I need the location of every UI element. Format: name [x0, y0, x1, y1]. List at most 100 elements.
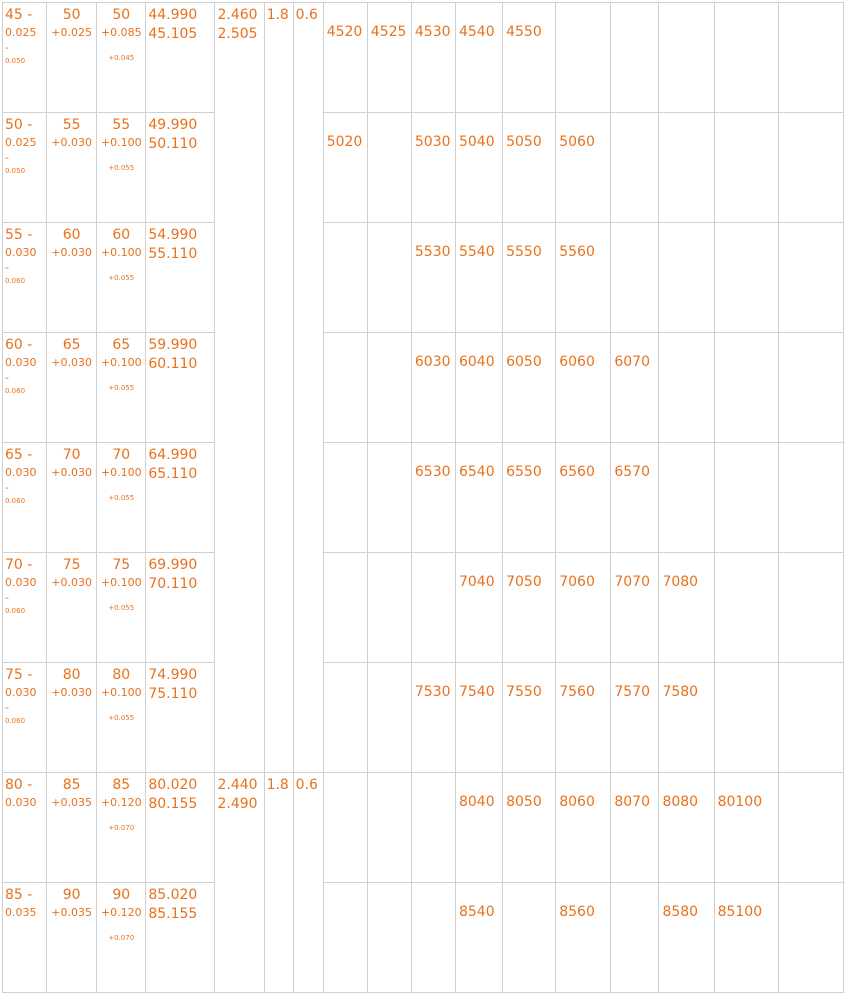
part-cell	[777, 112, 845, 223]
hole-text: 65	[62, 337, 81, 353]
spec-text: 0.6	[295, 7, 318, 23]
range-text: 70.110	[148, 576, 198, 592]
part-cell: 80100	[713, 772, 779, 883]
part-cell: 6040	[454, 332, 504, 443]
part-cell: 7050	[502, 552, 557, 663]
hole-text: +0.030	[51, 466, 92, 479]
groove-text: +0.100	[100, 466, 142, 479]
range-text: 60.110	[148, 356, 198, 372]
hole-cell: 75 +0.030	[46, 552, 98, 663]
part-cell	[366, 112, 412, 223]
part-cell	[777, 332, 845, 443]
groove-text: +0.120	[100, 906, 142, 919]
part-number: 6550	[506, 464, 542, 480]
hole-text: 75	[62, 557, 81, 573]
groove-text: +0.100	[100, 246, 142, 259]
part-number: 6070	[614, 354, 650, 370]
hole-text: +0.025	[51, 26, 92, 39]
range-text: 80.020	[148, 777, 198, 793]
shaft-text: 70 -	[5, 557, 33, 573]
range-text: 44.990	[148, 7, 198, 23]
spec-cell: 1.8	[263, 772, 294, 993]
shaft-text: -	[5, 481, 9, 494]
groove-text: 85	[112, 777, 131, 793]
part-cell: 8060	[555, 772, 612, 883]
spec-text: 1.8	[266, 777, 289, 793]
range-cell: 85.020 85.155	[145, 882, 216, 993]
spec-cell: 1.8	[263, 2, 294, 773]
groove-text: +0.100	[100, 136, 142, 149]
shaft-text: 0.050	[5, 167, 26, 175]
hole-cell: 85 +0.035	[46, 772, 98, 883]
shaft-text: -	[5, 701, 9, 714]
part-cell	[777, 2, 845, 113]
part-cell: 7080	[658, 552, 715, 663]
groove-text: +0.055	[108, 164, 135, 172]
part-cell	[777, 552, 845, 663]
part-number: 7540	[458, 684, 495, 700]
part-number: 5060	[559, 134, 595, 150]
shaft-text: 55 -	[5, 227, 33, 243]
part-number: 6060	[559, 354, 595, 370]
part-number: 8580	[662, 904, 699, 920]
groove-text: 80	[112, 667, 131, 683]
part-cell: 7070	[610, 552, 660, 663]
part-cell	[713, 442, 779, 553]
range-cell: 54.990 55.110	[145, 222, 216, 333]
part-cell	[322, 222, 368, 333]
part-cell	[410, 552, 456, 663]
spec-text: 1.8	[266, 7, 289, 23]
part-cell: 8040	[454, 772, 504, 883]
part-cell: 8050	[502, 772, 557, 883]
range-cell: 49.990 50.110	[145, 112, 216, 223]
part-cell	[410, 882, 456, 993]
groove-cell: 75 +0.100 +0.055	[96, 552, 147, 663]
shaft-text: 0.060	[5, 387, 26, 395]
groove-text: +0.045	[108, 54, 135, 62]
groove-cell: 60 +0.100 +0.055	[96, 222, 147, 333]
shaft-text: -	[5, 371, 9, 384]
part-cell	[713, 2, 779, 113]
hole-text: +0.030	[51, 686, 92, 699]
part-cell	[777, 662, 845, 773]
part-cell: 5050	[502, 112, 557, 223]
part-cell	[366, 882, 412, 993]
part-cell: 7580	[658, 662, 715, 773]
hole-text: +0.035	[51, 906, 92, 919]
part-number: 5040	[458, 134, 495, 150]
part-cell: 5060	[555, 112, 612, 223]
table-row: 70 - 0.030 - 0.060 75 +0.030 75 +0.100 +0.055 69.…	[1, 552, 845, 663]
hole-text: 50	[62, 7, 81, 23]
part-number: 7080	[662, 574, 699, 590]
part-cell: 4550	[502, 2, 557, 113]
part-number: 5550	[506, 244, 542, 260]
range-text: 80.155	[148, 796, 198, 812]
spec-cell: 0.6	[292, 772, 324, 993]
part-cell: 8540	[454, 882, 504, 993]
part-cell	[610, 222, 660, 333]
hole-cell: 50 +0.025	[46, 2, 98, 113]
table-row: 50 - 0.025 - 0.050 55 +0.030 55 +0.100 +0.055 49.…	[1, 112, 845, 223]
hole-cell: 70 +0.030	[46, 442, 98, 553]
table-row: 65 - 0.030 - 0.060 70 +0.030 70 +0.100 +0.055 64.…	[1, 442, 845, 553]
part-cell: 6060	[555, 332, 612, 443]
wall-cell: 2.440 2.490	[214, 772, 265, 993]
part-cell	[502, 882, 557, 993]
part-cell: 7530	[410, 662, 456, 773]
part-cell: 5030	[410, 112, 456, 223]
groove-cell: 55 +0.100 +0.055	[96, 112, 147, 223]
shaft-text: -	[5, 591, 9, 604]
hole-text: 85	[62, 777, 81, 793]
part-cell	[410, 772, 456, 883]
hole-cell: 65 +0.030	[46, 332, 98, 443]
part-cell: 8070	[610, 772, 660, 883]
part-cell	[366, 772, 412, 883]
part-cell	[555, 2, 612, 113]
wall-text: 2.460	[217, 7, 258, 23]
part-cell	[713, 112, 779, 223]
groove-cell: 65 +0.100 +0.055	[96, 332, 147, 443]
part-cell	[366, 442, 412, 553]
part-cell: 4525	[366, 2, 412, 113]
part-number: 7580	[662, 684, 699, 700]
shaft-text: 75 -	[5, 667, 33, 683]
